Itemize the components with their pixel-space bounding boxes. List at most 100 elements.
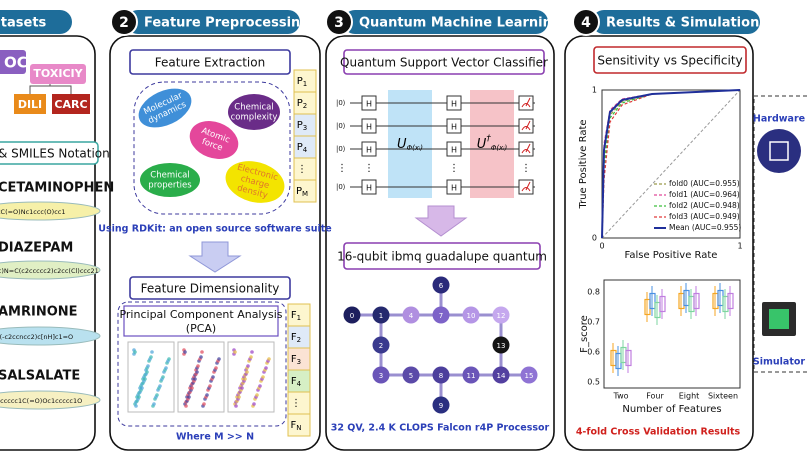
smiles-oval	[0, 260, 101, 280]
x-tick-label: Four	[646, 392, 664, 401]
u-block	[388, 90, 432, 198]
feature-symbol: ⋮	[297, 164, 307, 175]
pca-dot	[184, 404, 188, 408]
y-tick-label: 0.7	[587, 318, 600, 327]
box	[693, 292, 700, 310]
h-gate	[361, 95, 377, 111]
roc-title-box	[593, 46, 747, 74]
note: Where M >> N	[176, 432, 254, 443]
feature-cell	[287, 413, 311, 437]
header-bar	[126, 10, 300, 34]
pca-dot	[250, 350, 254, 354]
down-arrow	[188, 241, 242, 273]
pca-box	[123, 305, 279, 337]
qubit	[372, 306, 390, 324]
legend-entry: fold0 (AUC=0.955)	[669, 179, 740, 188]
gate-label: H	[451, 146, 457, 155]
pca-dot	[167, 357, 171, 361]
qubit-label: 4	[409, 312, 414, 320]
pca-dot	[152, 402, 156, 406]
qubit	[462, 306, 480, 324]
x-tick-label: 1	[737, 242, 742, 251]
pca-label: Principal Component Analysis	[119, 308, 282, 321]
y-tick-label: 0.6	[587, 348, 600, 357]
simulator-label: Simulator	[753, 357, 805, 368]
qubit-label: 10	[467, 312, 476, 320]
symbol-sub: M	[302, 190, 308, 198]
header-title: Quantum Machine Learning	[359, 16, 561, 31]
feature-blob	[138, 88, 192, 128]
ket: |0⟩	[336, 122, 346, 130]
pca-dot	[240, 386, 244, 390]
symbol-base: F	[290, 420, 296, 431]
udag-block	[470, 90, 514, 198]
symbol-base: F	[291, 354, 297, 365]
y-tick-label: 1	[592, 86, 597, 95]
h-gate	[361, 179, 377, 195]
feature-blob	[225, 161, 285, 203]
notation-box	[0, 141, 99, 165]
y-axis-label: True Positive Rate	[578, 119, 589, 209]
smiles: c(-c2ccncc2)c[nH]c1=O	[0, 333, 73, 341]
feature-symbol: P2	[297, 98, 308, 110]
h-gate	[361, 118, 377, 134]
symbol-sub: 2	[297, 336, 301, 344]
feature-blob	[189, 121, 239, 159]
feature-symbol: F4	[291, 376, 302, 388]
legend-entry: fold1 (AUC=0.964)	[669, 190, 740, 199]
drug-name: SALSALATE	[0, 369, 80, 384]
header-title: atasets	[0, 16, 47, 31]
feature-symbol: ⋮	[291, 398, 301, 409]
qubit-label: 15	[525, 372, 534, 380]
y-tick-label: 0	[592, 234, 597, 243]
pca-dot	[200, 350, 204, 354]
pca-dot	[183, 350, 187, 354]
x-tick-label: Sixteen	[708, 392, 738, 401]
qubit-label: 1	[379, 312, 383, 320]
drug-name: CETAMINOPHEN	[0, 181, 114, 196]
drug-name: DIAZEPAM	[0, 241, 73, 256]
qubit	[432, 396, 450, 414]
symbol-base: F	[291, 376, 297, 387]
qubit	[432, 276, 450, 294]
pca-dot	[264, 366, 268, 370]
symbol-sub: 4	[303, 146, 308, 154]
dashed-region	[133, 81, 291, 215]
symbol-sub: 3	[297, 358, 301, 366]
extraction-title-box	[129, 49, 291, 75]
pca-dot	[267, 357, 271, 361]
ket: |0⟩	[336, 99, 346, 107]
qubit-label: 12	[497, 312, 506, 320]
smiles: 1ccccc1C(=O)Oc1ccccc1O	[0, 397, 82, 405]
box-axes	[603, 279, 741, 389]
y-tick-label: 0.5	[587, 378, 600, 387]
pca-dot	[145, 370, 149, 374]
symbol-base: P	[296, 186, 302, 197]
vdots: ⋮	[521, 163, 531, 174]
symbol-sub: N	[296, 424, 301, 432]
x-tick-label: 0	[599, 242, 604, 251]
header-badge	[325, 8, 353, 36]
caption: 4-fold Cross Validation Results	[576, 427, 741, 438]
symbol-sub: 1	[303, 80, 307, 88]
pca-dot	[255, 393, 259, 397]
u-base: U	[397, 137, 407, 152]
qubit-label: 6	[439, 282, 444, 290]
box	[649, 292, 656, 310]
header-title: Feature Preprocessing	[144, 16, 310, 31]
pca-dot	[155, 393, 159, 397]
drug-name: AMRINONE	[0, 305, 78, 320]
pca-dot	[161, 375, 165, 379]
box	[659, 295, 666, 313]
pca-dot	[214, 366, 218, 370]
qubit	[402, 366, 420, 384]
header-bar	[592, 10, 760, 34]
legend-entry: Mean (AUC=0.955)	[669, 223, 741, 232]
pca-dot	[211, 375, 215, 379]
gate-label: H	[366, 123, 372, 132]
pca-dot	[233, 350, 237, 354]
header-badge	[110, 8, 138, 36]
pca-dot	[158, 384, 162, 388]
tag-label: CARC	[54, 98, 87, 111]
